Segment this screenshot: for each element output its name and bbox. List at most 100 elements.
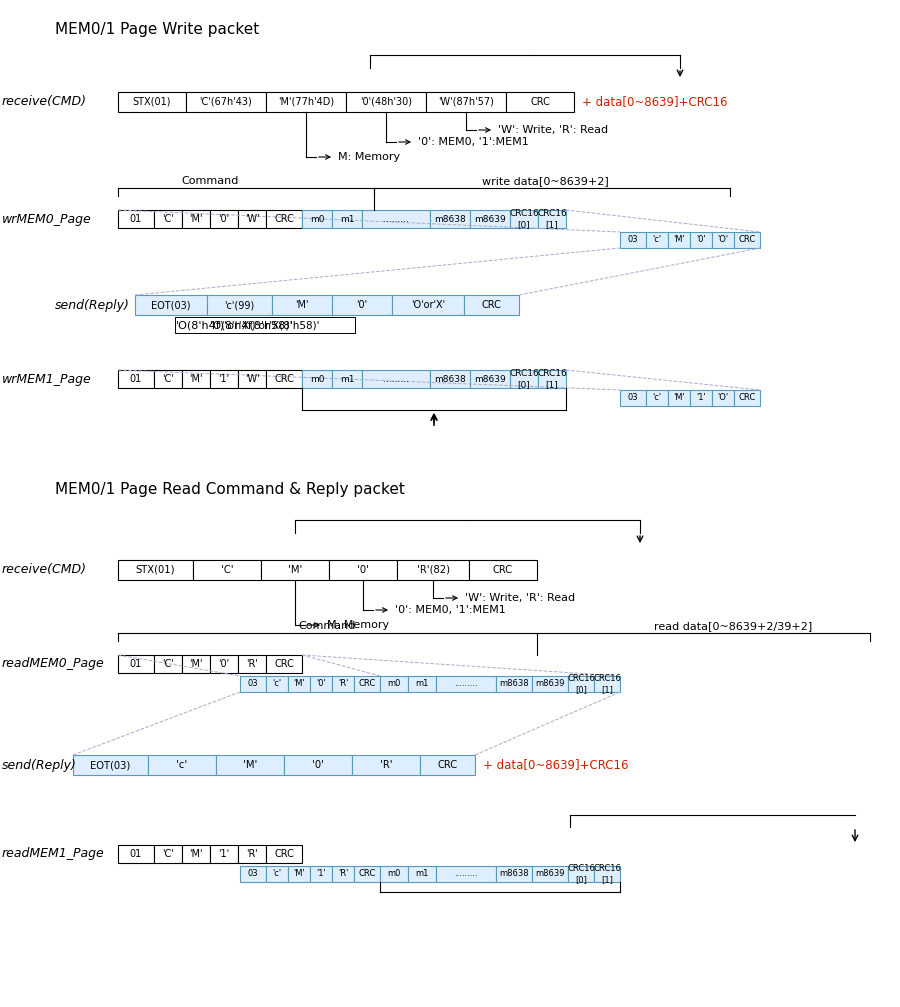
Text: .........: ......... [383,375,409,384]
Bar [186,92,266,112]
Text: 'W': Write, 'R': Read: 'W': Write, 'R': Read [498,125,608,135]
Text: m0: m0 [310,214,324,224]
Bar [712,390,734,406]
Text: 'M': 'M' [293,869,305,878]
Text: 'c': 'c' [273,680,282,689]
Text: 'c'(99): 'c'(99) [224,300,255,310]
Text: CRC: CRC [274,659,294,669]
Text: m8639: m8639 [474,214,506,224]
Text: 'O': 'O' [717,394,729,403]
Text: 'W': Write, 'R': Read: 'W': Write, 'R': Read [465,593,575,603]
Bar [420,755,475,775]
Text: CRC16
[1]: CRC16 [1] [593,864,621,884]
Bar [354,866,380,882]
Bar [73,755,148,775]
Bar [690,390,712,406]
Text: 'M': 'M' [295,300,309,310]
Bar [207,295,272,315]
Text: send(Reply): send(Reply) [2,758,76,771]
Text: CRC: CRC [358,869,375,878]
Bar [362,370,430,388]
Bar [354,676,380,692]
Bar [266,92,346,112]
Bar [240,866,266,882]
Text: 01: 01 [130,849,142,859]
Bar [668,390,690,406]
Text: m8639: m8639 [536,869,565,878]
Bar [436,676,496,692]
Bar [182,370,210,388]
Text: 'O(8'h4f)'or'X(8'h58)': 'O(8'h4f)'or'X(8'h58)' [176,320,294,330]
Bar [362,210,430,228]
Bar [620,232,646,248]
Bar [392,295,464,315]
Text: m8638: m8638 [434,214,466,224]
Text: '0': '0' [696,236,706,245]
Text: CRC16
[1]: CRC16 [1] [593,675,621,694]
Text: wrMEM1_Page: wrMEM1_Page [2,373,92,386]
Text: 'M': 'M' [189,214,202,224]
Text: 'W'(87h'57): 'W'(87h'57) [438,97,494,107]
Text: m8639: m8639 [474,375,506,384]
Text: CRC: CRC [437,760,457,770]
Bar [510,370,538,388]
Text: CRC: CRC [274,374,294,384]
Bar [380,866,408,882]
Text: 'c': 'c' [652,236,662,245]
Text: CRC: CRC [493,565,513,575]
Bar [690,232,712,248]
Text: 'c': 'c' [652,394,662,403]
Bar [620,390,646,406]
Bar [332,210,362,228]
Text: 'R': 'R' [380,760,392,770]
Text: EOT(03): EOT(03) [90,760,130,770]
Text: readMEM1_Page: readMEM1_Page [2,848,104,861]
Text: 'c': 'c' [176,760,187,770]
Text: 'C': 'C' [162,659,174,669]
Bar [193,560,261,580]
Text: CRC: CRC [738,394,756,403]
Text: '0': MEM0, '1':MEM1: '0': MEM0, '1':MEM1 [395,605,506,615]
Text: '0': '0' [312,760,324,770]
Text: 03: 03 [627,394,638,403]
Text: '1': '1' [316,869,326,878]
Text: STX(01): STX(01) [136,565,176,575]
Bar [288,676,310,692]
Text: 03: 03 [627,236,638,245]
Text: CRC16
[0]: CRC16 [0] [567,675,595,694]
Bar [266,370,302,388]
Bar [266,655,302,673]
Bar [532,676,568,692]
Bar [594,866,620,882]
Bar [238,210,266,228]
Text: 'M': 'M' [189,659,202,669]
Text: '0': '0' [356,300,367,310]
Text: 'C': 'C' [162,849,174,859]
Text: receive(CMD): receive(CMD) [2,564,87,576]
Text: 'M': 'M' [243,760,257,770]
Bar [532,866,568,882]
Text: 'O'or'X': 'O'or'X' [411,300,446,310]
Bar [668,232,690,248]
Text: 'M': 'M' [189,374,202,384]
Bar [118,655,154,673]
Text: CRC16
[1]: CRC16 [1] [537,370,567,389]
Text: CRC: CRC [274,214,294,224]
Text: CRC: CRC [358,680,375,689]
Text: 01: 01 [130,659,142,669]
Text: 'R'(82): 'R'(82) [417,565,449,575]
Bar [154,210,182,228]
Text: 03: 03 [248,869,258,878]
Text: 'C': 'C' [162,374,174,384]
Text: receive(CMD): receive(CMD) [2,96,87,109]
Text: M: Memory: M: Memory [327,620,389,630]
Bar [302,370,332,388]
Bar [510,210,538,228]
Bar [332,866,354,882]
Text: MEM0/1 Page Read Command & Reply packet: MEM0/1 Page Read Command & Reply packet [55,482,405,497]
Text: read data[0~8639+2/39+2]: read data[0~8639+2/39+2] [654,621,813,631]
Text: CRC16
[0]: CRC16 [0] [567,864,595,884]
Bar [332,295,392,315]
Text: 'M': 'M' [673,236,685,245]
Bar [469,560,537,580]
